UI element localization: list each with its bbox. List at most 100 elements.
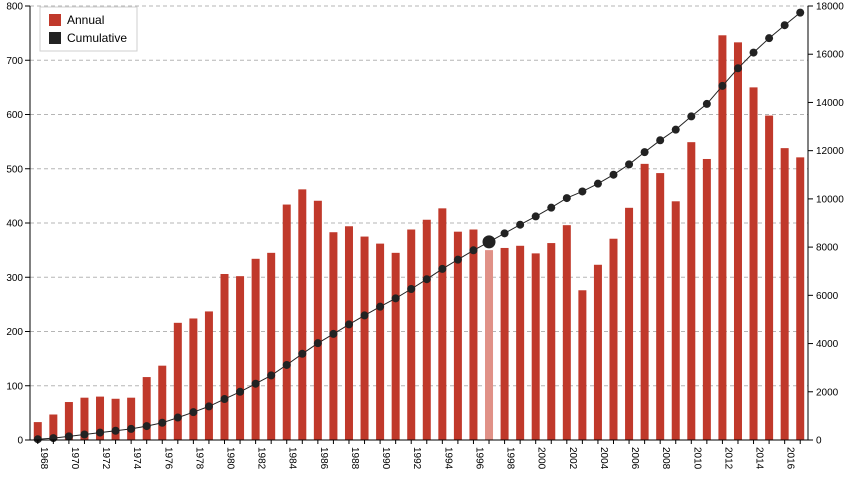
cumulative-point xyxy=(733,64,742,73)
cumulative-point xyxy=(749,48,758,57)
cumulative-point xyxy=(516,220,525,229)
left-tick-label: 300 xyxy=(6,273,23,284)
cumulative-point xyxy=(96,428,105,437)
cumulative-point xyxy=(344,320,353,329)
bar xyxy=(749,87,758,440)
left-tick-label: 200 xyxy=(6,327,23,338)
left-tick-label: 400 xyxy=(6,219,23,230)
cumulative-point xyxy=(671,125,680,134)
bar xyxy=(453,231,462,440)
bar xyxy=(796,157,805,441)
x-tick-label: 1974 xyxy=(131,447,142,470)
cumulative-point xyxy=(220,395,229,404)
bar xyxy=(127,397,136,440)
cumulative-point xyxy=(718,81,727,90)
bar xyxy=(360,236,369,440)
cumulative-point-highlighted xyxy=(482,235,496,249)
bar xyxy=(251,258,260,440)
bar xyxy=(733,42,742,440)
legend-label-cumulative: Cumulative xyxy=(67,31,127,45)
cumulative-point xyxy=(593,179,602,188)
bar xyxy=(780,148,789,440)
cumulative-point xyxy=(453,255,462,264)
bar xyxy=(142,377,151,440)
cumulative-point xyxy=(376,302,385,311)
legend-label-annual: Annual xyxy=(67,13,104,27)
bar xyxy=(313,200,322,440)
bar xyxy=(531,253,540,440)
cumulative-point xyxy=(625,160,634,169)
left-tick-label: 500 xyxy=(6,164,23,175)
cumulative-point xyxy=(469,246,478,255)
cumulative-point xyxy=(298,349,307,358)
bar xyxy=(376,243,385,440)
bar xyxy=(33,422,42,440)
right-tick-label: 14000 xyxy=(816,98,844,109)
cumulative-point xyxy=(609,170,618,179)
bar xyxy=(718,35,727,441)
x-tick-label: 1994 xyxy=(442,447,453,470)
left-tick-label: 600 xyxy=(6,110,23,121)
cumulative-point xyxy=(438,264,447,273)
cumulative-point xyxy=(422,275,431,284)
cumulative-point xyxy=(111,426,120,435)
cumulative-point xyxy=(547,203,556,212)
x-tick-label: 2004 xyxy=(598,447,609,470)
legend-swatch-cumulative xyxy=(49,32,61,44)
bar xyxy=(158,365,167,440)
x-tick-label: 2016 xyxy=(785,447,796,470)
x-tick-label: 1978 xyxy=(193,447,204,470)
right-tick-label: 12000 xyxy=(816,146,844,157)
cumulative-point xyxy=(329,329,338,338)
x-tick-label: 1998 xyxy=(505,447,516,470)
cumulative-points xyxy=(33,8,805,444)
bar xyxy=(49,414,58,440)
cumulative-line xyxy=(37,12,801,440)
left-tick-label: 100 xyxy=(6,381,23,392)
cumulative-point xyxy=(360,311,369,320)
x-tick-label: 1968 xyxy=(38,447,49,470)
bar xyxy=(625,207,634,440)
left-tick-label: 800 xyxy=(6,2,23,13)
bar xyxy=(578,290,587,440)
x-tick-label: 1970 xyxy=(69,447,80,470)
x-tick-label: 2002 xyxy=(567,447,578,470)
cumulative-point xyxy=(765,34,774,43)
cumulative-point xyxy=(407,284,416,293)
cumulative-point xyxy=(33,435,42,444)
right-tick-label: 10000 xyxy=(816,194,844,205)
x-tick-label: 1986 xyxy=(318,447,329,470)
bar xyxy=(547,243,556,440)
right-tick-label: 18000 xyxy=(816,2,844,13)
bar xyxy=(236,276,245,440)
x-tick-label: 1972 xyxy=(100,447,111,470)
cumulative-point xyxy=(531,212,540,221)
bars xyxy=(33,35,805,441)
cumulative-point xyxy=(236,387,245,396)
bar xyxy=(469,229,478,440)
bar xyxy=(80,397,89,440)
cumulative-point xyxy=(158,418,167,427)
cumulative-point xyxy=(780,21,789,30)
cumulative-point xyxy=(80,430,89,439)
cumulative-point xyxy=(578,187,587,196)
bar xyxy=(282,204,291,440)
axes: 0100200300400500600700800020004000600080… xyxy=(6,2,844,470)
bar xyxy=(593,264,602,440)
cumulative-point xyxy=(562,194,571,203)
left-tick-label: 0 xyxy=(17,436,23,447)
bar xyxy=(702,158,711,441)
bar xyxy=(562,225,571,440)
bar xyxy=(189,318,198,440)
x-tick-label: 2000 xyxy=(536,447,547,470)
x-tick-label: 2008 xyxy=(660,447,671,470)
cumulative-point xyxy=(796,8,805,17)
bar xyxy=(298,189,307,440)
bar xyxy=(765,115,774,441)
bar xyxy=(500,247,509,440)
x-tick-label: 2006 xyxy=(629,447,640,470)
x-tick-label: 1988 xyxy=(349,447,360,470)
bar xyxy=(220,273,229,440)
legend: Annual Cumulative xyxy=(39,6,138,52)
